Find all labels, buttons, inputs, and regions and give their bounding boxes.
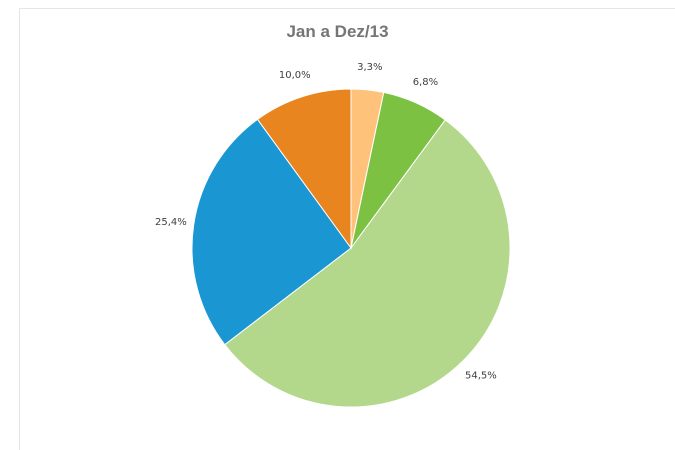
slice-label-3: 25,4% xyxy=(155,217,187,228)
slice-label-0: 3,3% xyxy=(357,62,382,73)
pie-slice-4 xyxy=(256,88,352,250)
chart-title: Jan a Dez/13 xyxy=(286,22,389,41)
pie-slice-2 xyxy=(224,119,511,408)
slice-label-1: 6,8% xyxy=(413,77,438,88)
pie-slice-3 xyxy=(191,118,352,346)
slice-label-4: 10,0% xyxy=(279,70,311,81)
slice-label-2: 54,5% xyxy=(465,371,497,382)
